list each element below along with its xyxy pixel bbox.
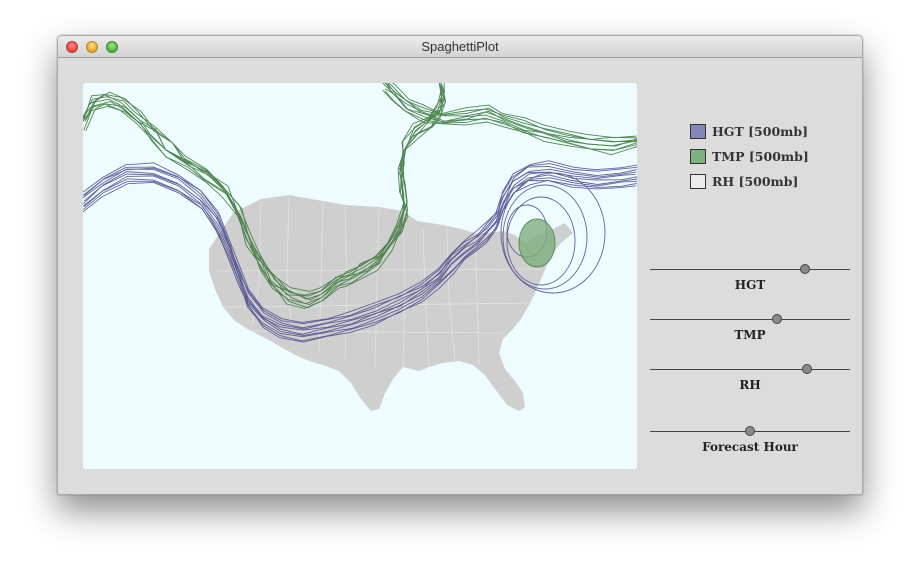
hgt-slider[interactable]: HGT: [650, 264, 850, 303]
title-bar: SpaghettiPlot: [58, 36, 862, 58]
rh-slider-label: RH: [739, 378, 761, 392]
legend-swatch-tmp: [690, 149, 706, 164]
tmp-closed-contour: [518, 218, 556, 268]
tmp-slider-track[interactable]: [650, 319, 850, 320]
hgt-slider-track[interactable]: [650, 269, 850, 270]
legend-label-rh: RH [500mb]: [712, 174, 799, 189]
rh-slider-track[interactable]: [650, 369, 850, 370]
minimize-window-button[interactable]: [86, 41, 98, 53]
rh-slider[interactable]: RH: [650, 364, 850, 403]
hgt-slider-thumb[interactable]: [800, 264, 811, 274]
spaghetti-map-view[interactable]: [83, 83, 637, 469]
tmp-slider-label: TMP: [734, 328, 766, 342]
tmp-slider-thumb[interactable]: [771, 314, 782, 324]
legend-label-hgt: HGT [500mb]: [712, 124, 809, 139]
window-title: SpaghettiPlot: [421, 39, 499, 54]
hgt-contours: [83, 160, 637, 343]
legend-swatch-rh: [690, 174, 706, 189]
zoom-window-button[interactable]: [106, 41, 118, 53]
forecast-hour-slider-thumb[interactable]: [745, 426, 755, 436]
forecast-hour-slider[interactable]: Forecast Hour: [650, 426, 850, 465]
legend-label-tmp: TMP [500mb]: [712, 149, 809, 164]
rh-slider-thumb[interactable]: [802, 364, 812, 374]
app-window: SpaghettiPlot: [57, 35, 863, 495]
close-window-button[interactable]: [66, 41, 78, 53]
us-land-mass: [209, 195, 573, 411]
hgt-slider-label: HGT: [734, 278, 766, 292]
tmp-slider[interactable]: TMP: [650, 314, 850, 353]
forecast-hour-slider-label: Forecast Hour: [702, 440, 798, 454]
legend-swatch-hgt: [690, 124, 706, 139]
tmp-contours: [83, 83, 637, 309]
map-canvas: [83, 83, 637, 411]
